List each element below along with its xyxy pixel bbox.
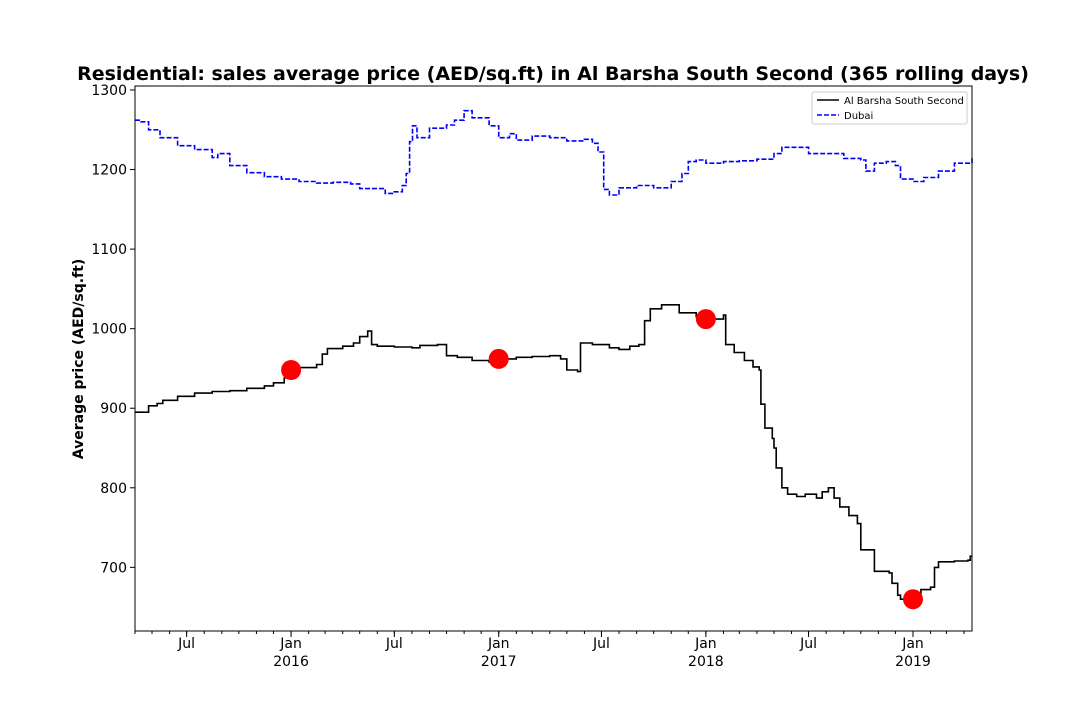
y-tick-label-3: 1000 <box>91 322 127 338</box>
chart-title: Residential: sales average price (AED/sq… <box>77 63 1029 85</box>
legend-box <box>811 91 968 125</box>
x-tick-label-3: Jan <box>487 636 510 652</box>
y-axis-label: Average price (AED/sq.ft) <box>71 259 87 459</box>
series-line-0 <box>135 304 972 603</box>
y-tick-label-2: 900 <box>100 401 127 417</box>
x-tick-label-5: Jan <box>694 636 717 652</box>
x-tick-label-7: Jan <box>901 636 924 652</box>
marker-3 <box>903 589 923 610</box>
legend-label-1: Dubai <box>844 111 873 122</box>
x-tick-label-4: Jul <box>592 636 610 652</box>
y-tick-label-6: 1300 <box>91 83 127 99</box>
x-tick-year-5: 2018 <box>688 654 724 670</box>
plot-area <box>135 109 973 610</box>
x-tick-label-0: Jul <box>177 636 195 652</box>
x-tick-year-7: 2019 <box>895 654 931 670</box>
marker-2 <box>695 309 716 330</box>
plot-frame <box>134 85 973 632</box>
marker-1 <box>488 348 509 369</box>
legend-label-0: Al Barsha South Second <box>844 96 964 107</box>
y-tick-label-5: 1200 <box>91 163 127 179</box>
x-tick-label-2: Jul <box>385 636 403 652</box>
marker-0 <box>281 360 302 380</box>
x-tick-label-1: Jan <box>279 636 302 652</box>
series-line-1 <box>135 109 973 196</box>
x-tick-label-6: Jul <box>799 636 817 652</box>
y-tick-label-0: 700 <box>100 560 127 576</box>
legend: Al Barsha South Second Dubai <box>811 91 968 125</box>
y-tick-label-1: 800 <box>100 481 127 497</box>
axes: 700 800 900 1000 1100 1200 1300 Jul Jan 2016 Jul Ja… <box>91 83 965 670</box>
y-tick-label-4: 1100 <box>91 242 127 258</box>
x-tick-year-3: 2017 <box>481 654 517 670</box>
x-tick-year-1: 2016 <box>273 654 309 670</box>
